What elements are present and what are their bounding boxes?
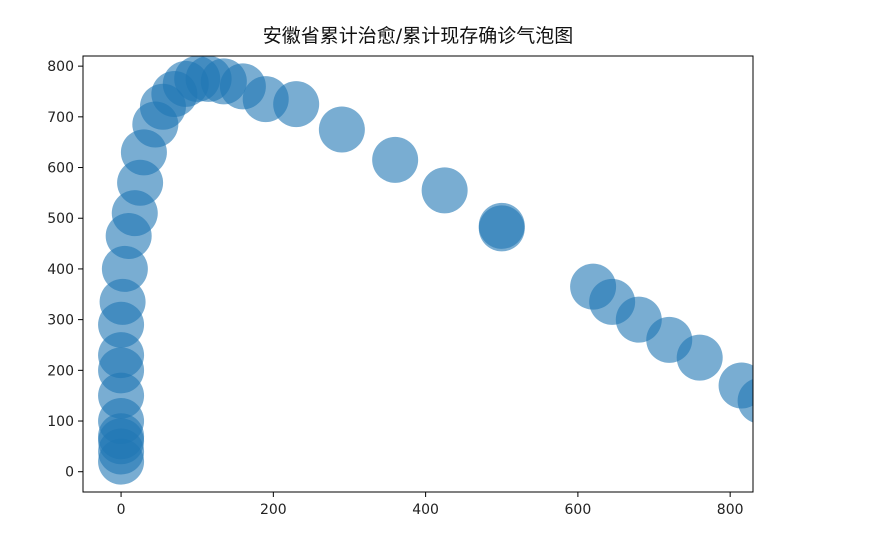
x-tick-label: 200: [260, 502, 287, 518]
bubble-point: [776, 406, 822, 452]
bubble-point: [847, 448, 893, 494]
y-tick-label: 400: [47, 262, 74, 278]
y-tick-label: 200: [47, 363, 74, 379]
y-tick-label: 500: [47, 211, 74, 227]
bubble-point: [846, 447, 892, 493]
y-axis: 0 100 200 300 400 500 600 700 800: [47, 59, 83, 481]
bubble-point: [372, 136, 419, 183]
x-tick-label: 400: [412, 502, 439, 518]
bubble-point: [844, 446, 890, 492]
bubble-layer: [98, 56, 894, 494]
y-tick-label: 0: [65, 465, 74, 481]
x-tick-label: 800: [717, 502, 744, 518]
bubble-point: [318, 106, 365, 153]
bubble-point: [676, 334, 723, 381]
bubble-point: [737, 379, 753, 423]
plot-frame: [82, 55, 754, 493]
bubble-point: [810, 426, 856, 472]
bubble-point: [840, 445, 886, 491]
bubble-point: [821, 434, 867, 480]
y-tick-label: 100: [47, 414, 74, 430]
bubble-point: [99, 278, 146, 325]
bubble-point: [833, 441, 879, 487]
bubble-point: [848, 448, 894, 494]
x-tick-label: 600: [565, 502, 592, 518]
bubble-point: [421, 167, 468, 214]
x-tick-label: 0: [117, 502, 126, 518]
y-tick-label: 300: [47, 313, 74, 329]
bubble-point: [757, 390, 803, 436]
y-tick-label: 800: [47, 59, 74, 75]
x-axis: 0 200 400 600 800: [117, 492, 744, 518]
y-tick-label: 700: [47, 110, 74, 126]
bubble-point: [478, 205, 525, 252]
bubble-point: [795, 416, 841, 462]
chart-title: 安徽省累计治愈/累计现存确诊气泡图: [263, 25, 573, 47]
y-tick-label: 600: [47, 161, 74, 177]
bubble-point: [273, 81, 320, 128]
